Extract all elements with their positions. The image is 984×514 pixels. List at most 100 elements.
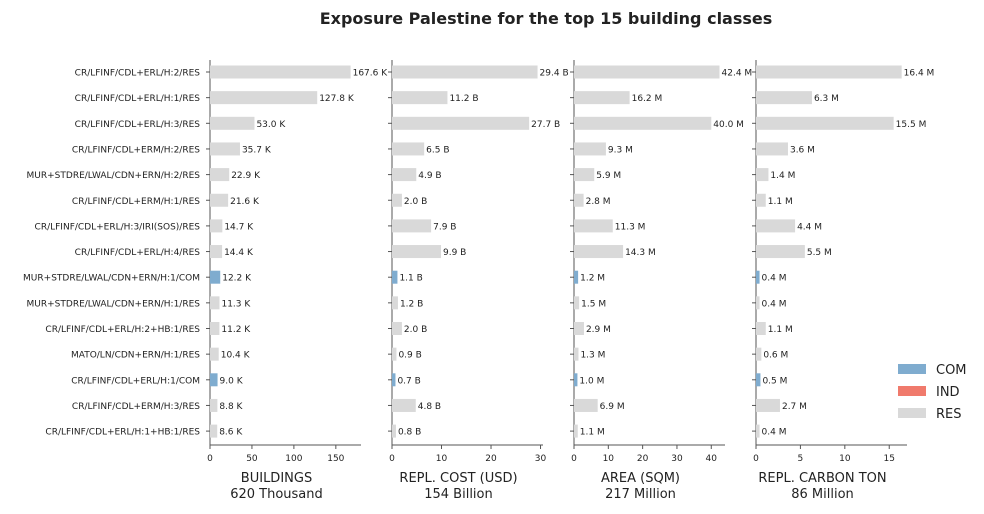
bar-value-label: 40.0 M bbox=[713, 120, 744, 130]
bar bbox=[392, 65, 538, 79]
bar-value-label: 6.5 B bbox=[426, 145, 449, 155]
legend-swatch bbox=[898, 408, 926, 418]
bar bbox=[392, 373, 396, 387]
category-label: CR/LFINF/CDL+ERM/H:2/RES bbox=[72, 145, 200, 155]
bar-value-label: 2.8 M bbox=[586, 197, 611, 207]
category-label: MATO/LN/CDN+ERN/H:1/RES bbox=[71, 351, 200, 361]
bar bbox=[756, 91, 812, 105]
bar-value-label: 16.4 M bbox=[904, 69, 935, 79]
bar bbox=[210, 65, 351, 79]
x-tick-label: 50 bbox=[246, 454, 258, 464]
bar bbox=[210, 270, 221, 284]
bar-value-label: 6.3 M bbox=[814, 94, 839, 104]
bar-value-label: 0.9 B bbox=[398, 351, 421, 361]
bar bbox=[574, 296, 580, 310]
legend-swatch bbox=[898, 364, 926, 374]
x-tick-label: 10 bbox=[436, 454, 448, 464]
bar-value-label: 2.7 M bbox=[782, 402, 807, 412]
bar-value-label: 11.3 K bbox=[221, 299, 251, 309]
bar bbox=[574, 424, 578, 438]
bar bbox=[756, 65, 902, 79]
bar-value-label: 1.1 M bbox=[768, 325, 793, 335]
bar bbox=[392, 245, 442, 259]
bar-value-label: 53.0 K bbox=[256, 120, 286, 130]
bar bbox=[574, 65, 720, 79]
bar bbox=[574, 322, 584, 335]
bar-value-label: 14.3 M bbox=[625, 248, 656, 258]
bar-value-label: 35.7 K bbox=[242, 145, 272, 155]
bar-value-label: 9.9 B bbox=[443, 248, 466, 258]
bar-value-label: 0.5 M bbox=[762, 376, 787, 386]
bar bbox=[574, 398, 598, 412]
x-tick-label: 10 bbox=[839, 454, 851, 464]
bar-value-label: 2.0 B bbox=[404, 325, 427, 335]
legend-label: COM bbox=[936, 363, 967, 378]
category-label: CR/LFINF/CDL+ERL/H:4/RES bbox=[75, 248, 201, 258]
bar bbox=[756, 398, 780, 412]
bar-value-label: 27.7 B bbox=[531, 120, 560, 130]
x-tick-label: 0 bbox=[753, 454, 759, 464]
bar-value-label: 0.7 B bbox=[397, 376, 420, 386]
x-tick-label: 5 bbox=[798, 454, 804, 464]
bar bbox=[574, 91, 630, 105]
bar-value-label: 1.1 M bbox=[768, 197, 793, 207]
bar-value-label: 1.5 M bbox=[581, 299, 606, 309]
bar bbox=[574, 373, 578, 387]
bar-value-label: 1.2 M bbox=[580, 274, 605, 284]
bar bbox=[392, 296, 398, 310]
bar bbox=[756, 296, 760, 310]
bar-value-label: 2.9 M bbox=[586, 325, 611, 335]
bar bbox=[574, 347, 579, 361]
bar bbox=[574, 116, 712, 130]
bar-value-label: 127.8 K bbox=[319, 94, 355, 104]
bar bbox=[210, 168, 230, 182]
bar-value-label: 14.7 K bbox=[224, 222, 254, 232]
bar bbox=[756, 245, 805, 259]
bar bbox=[392, 270, 398, 284]
category-label: MUR+STDRE/LWAL/CDN+ERN/H:1/COM bbox=[23, 274, 200, 284]
bar-value-label: 7.9 B bbox=[433, 222, 456, 232]
bar-value-label: 9.3 M bbox=[608, 145, 633, 155]
category-label: CR/LFINF/CDL+ERL/H:3/RES bbox=[75, 120, 201, 130]
bar-value-label: 11.2 B bbox=[449, 94, 478, 104]
x-tick-label: 0 bbox=[571, 454, 577, 464]
bar bbox=[756, 168, 769, 182]
x-axis-subtitle: 154 Billion bbox=[424, 487, 493, 502]
bar bbox=[210, 193, 229, 207]
bar bbox=[210, 116, 255, 130]
category-label: MUR+STDRE/LWAL/CDN+ERN/H:1/RES bbox=[27, 299, 201, 309]
x-tick-label: 0 bbox=[207, 454, 213, 464]
bar-value-label: 6.9 M bbox=[600, 402, 625, 412]
bar-value-label: 15.5 M bbox=[896, 120, 927, 130]
bar-value-label: 0.8 B bbox=[398, 428, 421, 438]
category-label: CR/LFINF/CDL+ERL/H:3/IRI(SOS)/RES bbox=[35, 222, 201, 232]
bar bbox=[392, 219, 432, 233]
x-axis-label: REPL. COST (USD) bbox=[399, 471, 517, 486]
bar-value-label: 10.4 K bbox=[221, 351, 251, 361]
category-label: CR/LFINF/CDL+ERL/H:2/RES bbox=[75, 69, 201, 79]
bar bbox=[392, 347, 397, 361]
x-tick-label: 30 bbox=[535, 454, 547, 464]
bar bbox=[756, 116, 894, 130]
bar bbox=[210, 322, 220, 335]
bar-value-label: 0.6 M bbox=[763, 351, 788, 361]
bar bbox=[756, 193, 766, 207]
bar bbox=[756, 424, 760, 438]
bar bbox=[574, 245, 624, 259]
bar bbox=[756, 142, 788, 156]
x-tick-label: 10 bbox=[603, 454, 615, 464]
x-axis-subtitle: 620 Thousand bbox=[230, 487, 323, 502]
bar-value-label: 0.4 M bbox=[762, 299, 787, 309]
bar bbox=[756, 270, 760, 284]
x-axis-label: BUILDINGS bbox=[241, 471, 312, 486]
x-axis-subtitle: 217 Million bbox=[605, 487, 676, 502]
bar-value-label: 4.9 B bbox=[418, 171, 441, 181]
bar-value-label: 2.0 B bbox=[404, 197, 427, 207]
x-tick-label: 20 bbox=[637, 454, 649, 464]
bar bbox=[756, 347, 762, 361]
x-axis-subtitle: 86 Million bbox=[791, 487, 854, 502]
x-tick-label: 0 bbox=[389, 454, 395, 464]
bar-value-label: 1.1 M bbox=[580, 428, 605, 438]
chart-title: Exposure Palestine for the top 15 buildi… bbox=[320, 9, 773, 28]
